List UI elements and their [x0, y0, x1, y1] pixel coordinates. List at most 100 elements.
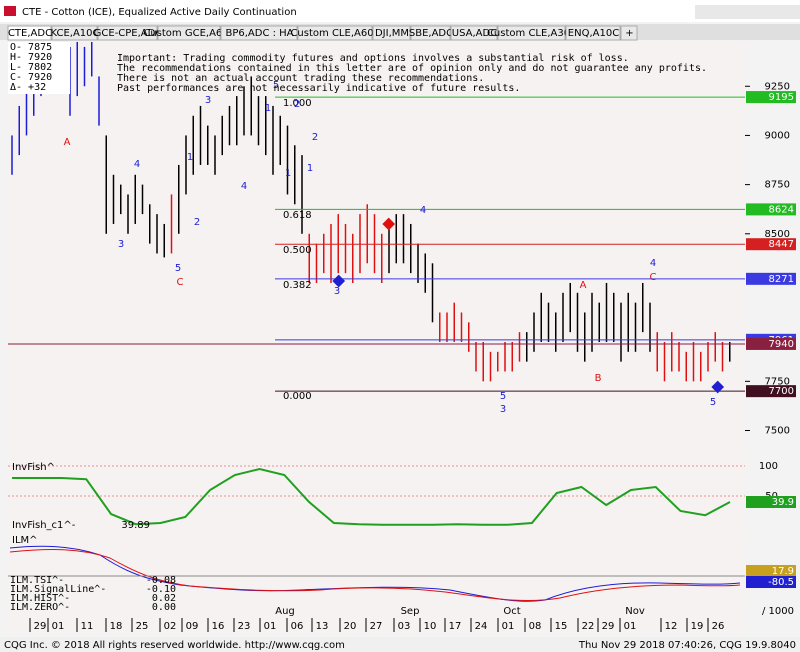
tab[interactable]: USA,ADC [450, 25, 498, 41]
wave-label: 5 [500, 391, 506, 402]
month-label: Oct [503, 606, 520, 617]
day-label: 13 [316, 621, 329, 632]
window-buttons[interactable] [695, 5, 800, 19]
tab[interactable]: + [620, 25, 638, 41]
tab[interactable]: ENQ,A10C [565, 25, 621, 41]
info-row: Δ- +32 [10, 82, 46, 93]
tab[interactable]: KCE,A10C [50, 25, 100, 41]
day-label: 17 [449, 621, 462, 632]
ilm-row-value: 0.02 [152, 593, 176, 604]
day-label: 12 [665, 621, 678, 632]
day-label: 10 [424, 621, 437, 632]
level-tag [746, 203, 796, 216]
tab-label[interactable]: USA,ADC [452, 28, 497, 39]
tab[interactable]: CTE,ADC [7, 25, 52, 41]
info-row: O- 7875 [10, 42, 52, 53]
window-title: CTE - Cotton (ICE), Equalized Active Dai… [22, 7, 297, 18]
day-label: 02 [164, 621, 177, 632]
status-right: Thu Nov 29 2018 07:40:26, CQG 19.9.8040 [578, 640, 796, 651]
app-icon [4, 6, 16, 16]
ilm-right: -80.5 [768, 577, 794, 588]
fib-label: 0.382 [283, 280, 312, 291]
tab-bg[interactable] [51, 25, 98, 41]
month-label: Aug [275, 606, 295, 617]
invfish-pane [8, 462, 745, 532]
readout: 39.89 [121, 520, 150, 531]
tab-bg[interactable] [7, 25, 52, 41]
level-label: 7940 [769, 339, 794, 350]
tab[interactable]: DJI,MM [372, 25, 411, 41]
y-tick-label: 8750 [765, 180, 790, 191]
fib-label: 0.500 [283, 245, 312, 256]
month-label: Nov [625, 606, 645, 617]
level-tag [746, 272, 796, 285]
wave-label: 4 [134, 159, 140, 170]
day-label: 29 [602, 621, 615, 632]
tab[interactable]: Custom GCE,A60C [143, 25, 236, 41]
day-label: 16 [212, 621, 225, 632]
y-tick-label: 100 [759, 461, 778, 472]
tab[interactable]: GCE-CPE,ADC [94, 25, 163, 41]
ilm-row-label: ILM.HIST^- [10, 593, 70, 604]
marker [382, 217, 396, 231]
marker [711, 380, 725, 394]
wave-label: 3 [500, 404, 506, 415]
wave-label: A [580, 280, 587, 291]
info-row: H- 7920 [10, 52, 52, 63]
wave-label: 3 [205, 95, 211, 106]
tab-bg[interactable] [97, 25, 158, 41]
fib-label: 0.000 [283, 391, 312, 402]
tab-label[interactable]: SBE,ADC [409, 28, 453, 39]
tab[interactable]: Custom CLE,A30C [487, 25, 577, 41]
info-row: L- 7802 [10, 62, 52, 73]
wave-label: 1 [265, 103, 271, 114]
day-label: 08 [529, 621, 542, 632]
tab-bg[interactable] [220, 25, 298, 41]
ilm-row-label: ILM.ZERO^- [10, 602, 70, 613]
readout-tag [746, 496, 796, 508]
level-tag [746, 337, 796, 350]
day-label: 19 [691, 621, 704, 632]
ilm-right: 17.9 [772, 566, 794, 577]
fib-label: 1.000 [283, 98, 312, 109]
pane-label: ILM^ [12, 535, 38, 546]
tab-label[interactable]: Custom GCE,A60C [143, 28, 235, 39]
tab-bg[interactable] [157, 25, 221, 41]
ilm-row-value: 0.00 [152, 602, 176, 613]
tab[interactable]: SBE,ADC [409, 25, 453, 41]
tab-label[interactable]: Custom CLE,A30C [487, 28, 577, 39]
status-left: CQG Inc. © 2018 All rights reserved worl… [4, 640, 345, 651]
day-label: 01 [624, 621, 637, 632]
tab-bg[interactable] [620, 25, 638, 41]
tab-label[interactable]: + [625, 28, 633, 39]
day-label: 15 [555, 621, 568, 632]
price-pane [8, 42, 745, 460]
tab-bg[interactable] [450, 25, 498, 41]
wave-label: 5 [175, 263, 181, 274]
tab-label[interactable]: KCE,A10C [50, 28, 99, 39]
tab[interactable]: BP6,ADC : HA [220, 25, 298, 41]
tab-label[interactable]: DJI,MM [375, 28, 409, 39]
tab[interactable]: Custom CLE,A60C [290, 25, 381, 41]
wave-label: 1 [285, 168, 291, 179]
readout-right: 39.9 [772, 497, 794, 508]
wave-label: 3 [118, 239, 124, 250]
fib-label: 0.618 [283, 210, 312, 221]
tab-bg[interactable] [410, 25, 451, 41]
tab-bg[interactable] [297, 25, 373, 41]
wave-label: 2 [194, 217, 200, 228]
wave-label: 5 [710, 397, 716, 408]
tab-label[interactable]: Custom CLE,A60C [290, 28, 380, 39]
ilm-tag [746, 576, 796, 588]
level-tag [746, 91, 796, 104]
day-label: 20 [344, 621, 357, 632]
tab-label[interactable]: GCE-CPE,ADC [94, 28, 163, 39]
tab-label[interactable]: ENQ,A10C [568, 28, 619, 39]
tab-bg[interactable] [497, 25, 566, 41]
tab-bg[interactable] [565, 25, 621, 41]
tab-label[interactable]: CTE,ADC [8, 28, 52, 39]
tab-label[interactable]: BP6,ADC : HA [225, 28, 293, 39]
wave-label: B [595, 373, 602, 384]
tab-bg[interactable] [372, 25, 411, 41]
ilm-row-value: -0.10 [146, 584, 176, 595]
